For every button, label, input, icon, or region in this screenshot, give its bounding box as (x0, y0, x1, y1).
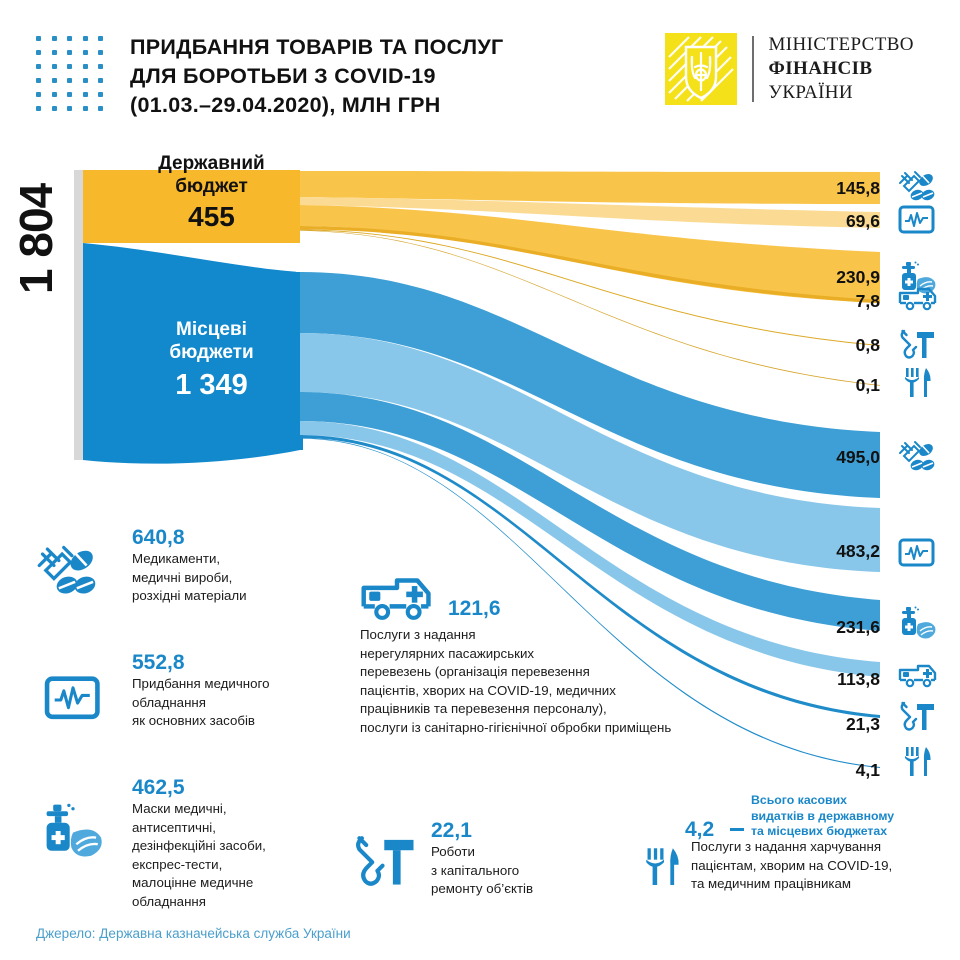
flow-value-local-catering: 4,1 (855, 760, 880, 780)
ambulance-icon (898, 285, 937, 319)
flow-state-medicines (300, 171, 880, 204)
syringe-pills-icon (36, 543, 98, 606)
flow-value-state-medicines: 145,8 (836, 178, 880, 198)
fork-knife-icon (645, 840, 683, 897)
source-note: Джерело: Державна казначейська служба Ук… (36, 926, 351, 941)
total-expenditure-note: Всього касових видатків в державному та … (751, 793, 895, 838)
note-connector-dash (730, 828, 744, 831)
ministry-logo-text: МІНІСТЕРСТВО ФІНАНСІВ УКРАЇНИ (769, 33, 914, 105)
flow-state-transport (300, 226, 880, 304)
logo-line-2: ФІНАНСІВ (768, 58, 873, 79)
legend-value-transport: 121,6 (448, 597, 501, 620)
legend-value-masks: 462,5 (132, 776, 185, 799)
wrench-hammer-icon (900, 328, 938, 362)
flow-value-state-repair: 0,8 (855, 335, 880, 355)
grand-total-label: 1 804 (10, 183, 62, 294)
flow-value-state-catering: 0,1 (855, 375, 880, 395)
legend-text-catering: Послуги з надання харчування пацієнтам, … (691, 839, 893, 891)
state-value: 455 (188, 201, 235, 232)
flow-value-state-equipment: 69,6 (845, 211, 880, 231)
ministry-logo: МІНІСТЕРСТВО ФІНАНСІВ УКРАЇНИ (665, 33, 914, 105)
local-name-line-2: бюджети (169, 342, 254, 363)
title-line-2: ДЛЯ БОРОТЬБИ З COVID-19 (130, 64, 436, 88)
source-node-local (83, 243, 300, 464)
syringe-pills-icon (898, 440, 936, 474)
ukraine-trident-emblem (665, 33, 737, 105)
flow-local-masks (300, 392, 880, 631)
wrench-hammer-icon (900, 700, 938, 734)
logo-line-1: МІНІСТЕРСТВО (768, 34, 914, 55)
legend-item-equipment: 552,8 Придбання медичного обладнання як … (36, 650, 269, 731)
logo-line-3: УКРАЇНИ (768, 82, 854, 103)
source-label-state: Державний бюджет 455 (124, 152, 299, 234)
flow-state-masks (300, 205, 880, 303)
sanitizer-mask-icon (40, 801, 106, 866)
total-node-bar (74, 170, 83, 460)
flow-value-local-medicines: 495,0 (836, 447, 880, 467)
wrench-hammer-icon (355, 833, 417, 893)
state-name-line-1: Державний (158, 153, 265, 174)
source-node-state (83, 170, 300, 243)
ambulance-icon (360, 573, 434, 630)
monitor-ecg-icon (898, 537, 936, 571)
local-name-line-1: Місцеві (176, 319, 247, 340)
legend-value-equipment: 552,8 (132, 651, 185, 674)
node-gap-separator (296, 243, 306, 272)
legend-item-catering: Послуги з надання харчування пацієнтам, … (645, 838, 960, 894)
legend-item-medicines: 640,8 Медикаменти, медичні вироби, розхі… (36, 525, 247, 606)
legend-text-transport: Послуги з надання нерегулярних пасажирсь… (360, 627, 672, 735)
monitor-ecg-icon (898, 204, 936, 238)
page-title: ПРИДБАННЯ ТОВАРІВ ТА ПОСЛУГ ДЛЯ БОРОТЬБИ… (130, 33, 650, 120)
fork-knife-icon (904, 745, 942, 779)
title-line-1: ПРИДБАННЯ ТОВАРІВ ТА ПОСЛУГ (130, 35, 504, 59)
flow-state-equipment (300, 197, 880, 228)
legend-value-medicines: 640,8 (132, 526, 185, 549)
legend-text-medicines: Медикаменти, медичні вироби, розхідні ма… (132, 551, 247, 603)
ambulance-icon (898, 662, 937, 696)
monitor-ecg-icon (44, 674, 102, 728)
legend-text-equipment: Придбання медичного обладнання як основн… (132, 676, 270, 728)
fork-knife-icon (904, 366, 942, 400)
flow-value-local-masks: 231,6 (836, 617, 880, 637)
sanitizer-mask-icon (898, 605, 936, 639)
legend-item-masks: 462,5 Маски медичні, антисептичні, дезін… (36, 775, 266, 911)
legend-item-repair: 22,1 Роботи з капітального ремонту об’єк… (355, 818, 533, 899)
flow-local-medicines (300, 272, 880, 498)
legend-text-masks: Маски медичні, антисептичні, дезінфекцій… (132, 801, 266, 909)
legend-value-repair: 22,1 (431, 819, 472, 842)
legend-value-catering: 4,2 (685, 818, 715, 841)
flow-local-equipment (300, 333, 880, 572)
flow-value-local-equipment: 483,2 (836, 541, 880, 561)
logo-divider (752, 36, 754, 102)
decorative-dot-grid (36, 36, 114, 120)
title-line-3: (01.03.–29.04.2020), МЛН ГРН (130, 93, 441, 117)
syringe-pills-icon (898, 170, 936, 204)
source-label-local: Місцеві бюджети 1 349 (124, 318, 299, 403)
flow-local-transport (300, 421, 880, 677)
state-name-line-2: бюджет (175, 176, 248, 197)
local-value: 1 349 (175, 369, 248, 401)
flow-value-state-masks: 230,9 (836, 267, 880, 287)
flow-value-state-transport: 7,8 (855, 291, 880, 311)
flow-value-local-transport: 113,8 (837, 669, 880, 689)
flow-value-local-repair: 21,3 (845, 714, 880, 734)
legend-text-repair: Роботи з капітального ремонту об’єктів (431, 844, 534, 896)
